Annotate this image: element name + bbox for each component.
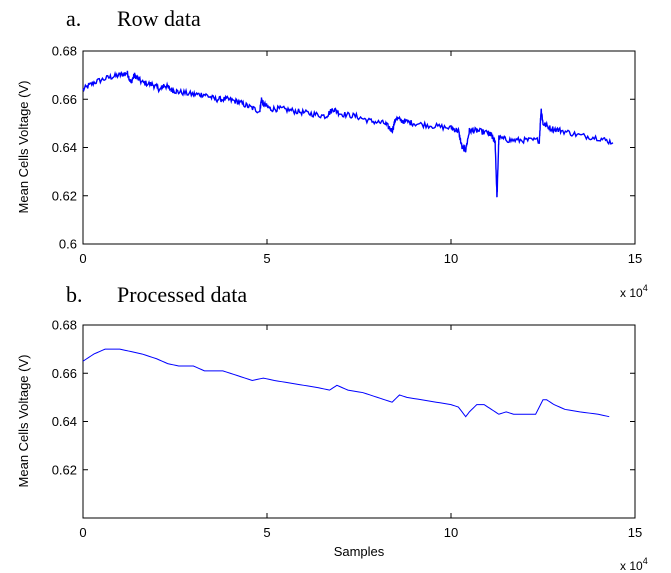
x-tick-label: 10 bbox=[444, 251, 458, 266]
panel-b-series-line bbox=[82, 348, 610, 418]
panel-a-plot-frame bbox=[82, 50, 636, 245]
y-tick-label: 0.64 bbox=[52, 140, 77, 155]
y-tick-label: 0.62 bbox=[52, 462, 77, 477]
y-tick-label: 0.66 bbox=[52, 92, 77, 107]
panel-a-caption-letter: a. bbox=[66, 6, 81, 31]
panel-a-ticks bbox=[82, 50, 636, 245]
x-tick-label: 10 bbox=[444, 525, 458, 540]
x-tick-label: 15 bbox=[628, 525, 642, 540]
x-tick-label: 0 bbox=[79, 525, 86, 540]
panel-b-ticks bbox=[82, 324, 636, 518]
panel-processed-data: b. Processed data 0 5 10 15 0.62 0.64 0.66 0.68… bbox=[16, 282, 648, 573]
panel-row-data: a. Row data 0 5 10 15 0.6 0.62 0.64 0.66 0.68 Me… bbox=[16, 6, 648, 300]
panel-a-tick-labels: 0 5 10 15 0.6 0.62 0.64 0.66 0.68 bbox=[52, 44, 643, 267]
panel-b-tick-labels: 0 5 10 15 0.62 0.64 0.66 0.68 bbox=[52, 318, 643, 541]
x-tick-label: 5 bbox=[263, 251, 270, 266]
panel-b-plot-frame bbox=[82, 324, 636, 519]
panel-b-caption-title: Processed data bbox=[117, 282, 247, 307]
x-tick-label: 15 bbox=[628, 251, 642, 266]
panel-a-x-multiplier: x 104 bbox=[620, 283, 648, 300]
y-tick-label: 0.68 bbox=[52, 318, 77, 333]
y-tick-label: 0.6 bbox=[59, 237, 77, 252]
y-tick-label: 0.68 bbox=[52, 44, 77, 59]
panel-b-y-axis-label: Mean Cells Voltage (V) bbox=[16, 355, 31, 488]
x-tick-label: 5 bbox=[263, 525, 270, 540]
x-tick-label: 0 bbox=[79, 251, 86, 266]
y-tick-label: 0.64 bbox=[52, 414, 77, 429]
panel-a-series-line bbox=[82, 70, 614, 198]
y-tick-label: 0.62 bbox=[52, 188, 77, 203]
panel-b-x-axis-label: Samples bbox=[334, 544, 385, 559]
y-tick-label: 0.66 bbox=[52, 366, 77, 381]
panel-a-y-axis-label: Mean Cells Voltage (V) bbox=[16, 81, 31, 214]
panel-b-caption-letter: b. bbox=[66, 282, 83, 307]
panel-b-x-multiplier: x 104 bbox=[620, 556, 648, 573]
panel-a-caption-title: Row data bbox=[117, 6, 201, 31]
